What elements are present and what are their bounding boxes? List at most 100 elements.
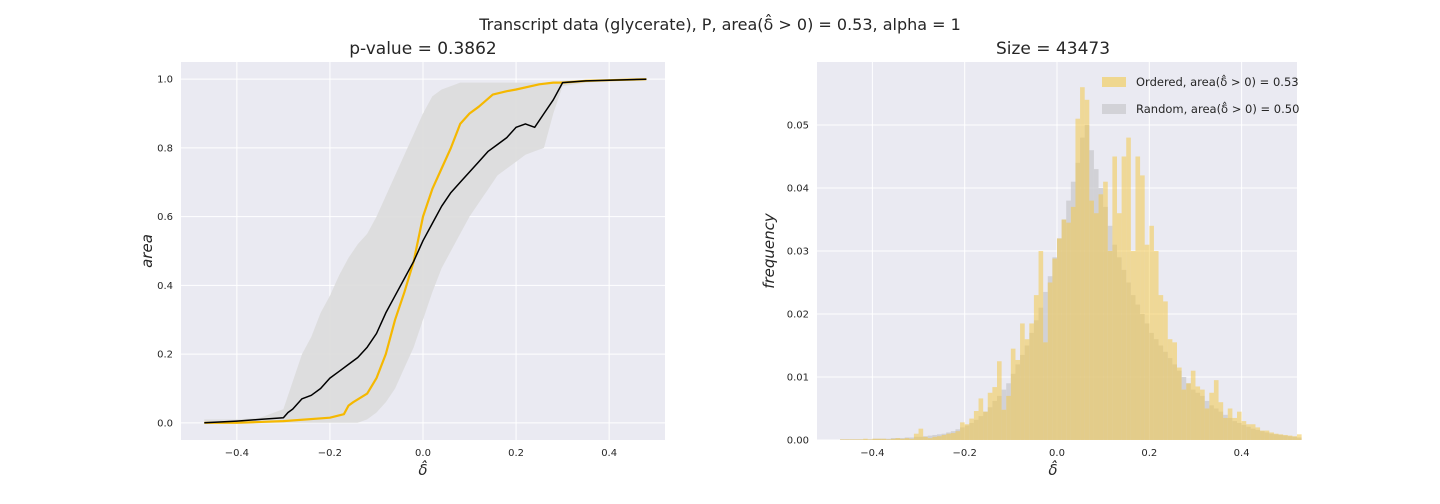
histogram-bar-ordered [1255, 427, 1261, 440]
histogram-bar-ordered [946, 433, 951, 440]
cdf-y-tick-label: 0.4 [157, 281, 173, 292]
histogram-bar-ordered [1153, 251, 1159, 440]
histogram-bar-ordered [932, 436, 937, 440]
histogram-bar-ordered [881, 438, 887, 440]
histogram-bar-ordered [877, 438, 882, 440]
histogram-y-tick-label: 0.03 [787, 247, 809, 258]
histogram-x-tick-label: 0.0 [1049, 448, 1065, 459]
histogram-bar-random [927, 435, 933, 440]
cdf-title: p-value = 0.3862 [349, 39, 496, 59]
histogram-bars-layer [840, 87, 1302, 441]
histogram-bar-ordered [927, 438, 933, 440]
histogram-bar-ordered [1057, 238, 1062, 440]
histogram-bar-ordered [950, 433, 956, 440]
histogram-bar-ordered [858, 439, 864, 440]
histogram-title: Size = 43473 [996, 39, 1110, 59]
histogram-bar-ordered [853, 439, 859, 440]
histogram-bar-ordered [895, 438, 901, 440]
histogram-bar-ordered [1112, 156, 1117, 440]
histogram-bar-ordered [1144, 244, 1150, 440]
cdf-y-tick-label: 0.8 [157, 143, 173, 154]
histogram-bar-ordered [960, 422, 965, 440]
histogram-bar-ordered [1297, 434, 1302, 440]
histogram-bar-ordered [1269, 432, 1274, 440]
cdf-y-tick-label: 1.0 [157, 75, 173, 86]
histogram-bar-ordered [1158, 295, 1164, 440]
cdf-random-mean-line [204, 78, 647, 424]
histogram-bar-ordered [1047, 282, 1053, 440]
cdf-lines-layer [204, 78, 647, 424]
legend-swatch-ordered [1102, 77, 1126, 87]
histogram-x-tick-label: −0.2 [953, 448, 977, 459]
histogram-bar-ordered [1098, 194, 1104, 440]
cdf-x-tick-label: 0.2 [508, 448, 524, 459]
cdf-band-layer [204, 79, 647, 423]
histogram-bar-ordered [1066, 222, 1071, 440]
figure-suptitle: Transcript data (glycerate), P, area(δ̂ … [478, 14, 961, 34]
cdf-y-tick-label: 0.0 [157, 418, 173, 429]
histogram-bar-ordered [969, 418, 974, 440]
histogram-bar-ordered [1015, 359, 1021, 440]
histogram-bar-ordered [1080, 87, 1085, 440]
histogram-y-tick-label: 0.01 [787, 373, 809, 384]
histogram-bar-ordered [840, 439, 845, 440]
histogram-bar-ordered [923, 436, 928, 440]
histogram-bar-ordered [1283, 434, 1288, 440]
histogram-bar-ordered [1278, 434, 1284, 440]
histogram-x-tick-label: 0.2 [1141, 448, 1157, 459]
histogram-bar-ordered [1223, 417, 1228, 440]
histogram-bar-ordered [1237, 411, 1242, 440]
histogram-bar-ordered [844, 439, 850, 440]
histogram-bar-ordered [1273, 433, 1279, 440]
histogram-bar-ordered [1001, 409, 1007, 440]
histogram-bar-ordered [1140, 175, 1145, 440]
histogram-bar-ordered [1287, 435, 1293, 440]
histogram-bar-ordered [1200, 389, 1205, 440]
histogram-bar-ordered [1250, 424, 1256, 440]
histogram-bar-ordered [913, 433, 919, 440]
histogram-bar-ordered [867, 439, 873, 440]
histogram-bar-ordered [849, 439, 854, 440]
histogram-bar-ordered [983, 411, 988, 440]
histogram-y-ticks: 0.00 0.01 0.02 0.03 0.04 0.05 [787, 121, 809, 447]
histogram-y-tick-label: 0.04 [787, 184, 809, 195]
legend-label-random: Random, area(δ̂ > 0) = 0.50 [1136, 100, 1299, 116]
histogram-bar-ordered [978, 398, 984, 440]
histogram-bar-ordered [1029, 323, 1034, 440]
cdf-y-tick-label: 0.6 [157, 212, 173, 223]
cdf-ordered-line [204, 78, 647, 424]
histogram-bar-ordered [997, 361, 1002, 440]
histogram-bar-ordered [1061, 219, 1067, 440]
histogram-bar-ordered [1121, 156, 1127, 440]
histogram-bar-ordered [1126, 137, 1131, 440]
histogram-bar-ordered [1172, 342, 1177, 440]
legend-label-ordered: Ordered, area(δ̂ > 0) = 0.53 [1136, 73, 1299, 89]
histogram-bar-ordered [886, 439, 891, 440]
cdf-y-tick-label: 0.2 [157, 350, 173, 361]
histogram-bar-ordered [1089, 200, 1094, 440]
histogram-bar-ordered [1149, 225, 1154, 440]
legend-swatch-random [1102, 104, 1126, 114]
histogram-bar-ordered [992, 387, 997, 440]
histogram-bar-ordered [1181, 389, 1187, 440]
histogram-bar-ordered [1052, 258, 1057, 440]
histogram-bar-ordered [1163, 301, 1168, 440]
histogram-panel: −0.4 −0.2 0.0 0.2 0.4 0.000.010.020.030.040.… [760, 39, 1302, 479]
histogram-y-tick-label: 0.05 [787, 121, 809, 132]
histogram-bar-ordered [941, 434, 947, 440]
histogram-bar-ordered [1246, 424, 1251, 440]
histogram-bar-ordered [1038, 251, 1044, 440]
histogram-bar-ordered [1043, 342, 1048, 440]
histogram-bar-ordered [1010, 348, 1016, 440]
histogram-x-label: δ̂ [1048, 459, 1057, 479]
cdf-panel: −0.4 −0.2 0.0 0.2 0.4 0.0 0.2 0.4 0.6 0.8 1.0 p-v… [138, 39, 665, 479]
histogram-bar-ordered [1006, 395, 1011, 440]
histogram-bar-ordered [1292, 436, 1297, 440]
histogram-bar-ordered [955, 431, 961, 440]
histogram-bar-ordered [863, 438, 868, 440]
histogram-bar-ordered [872, 438, 877, 440]
histogram-bar-ordered [1195, 386, 1201, 440]
cdf-x-tick-label: −0.2 [318, 448, 342, 459]
histogram-bar-ordered [890, 438, 896, 440]
